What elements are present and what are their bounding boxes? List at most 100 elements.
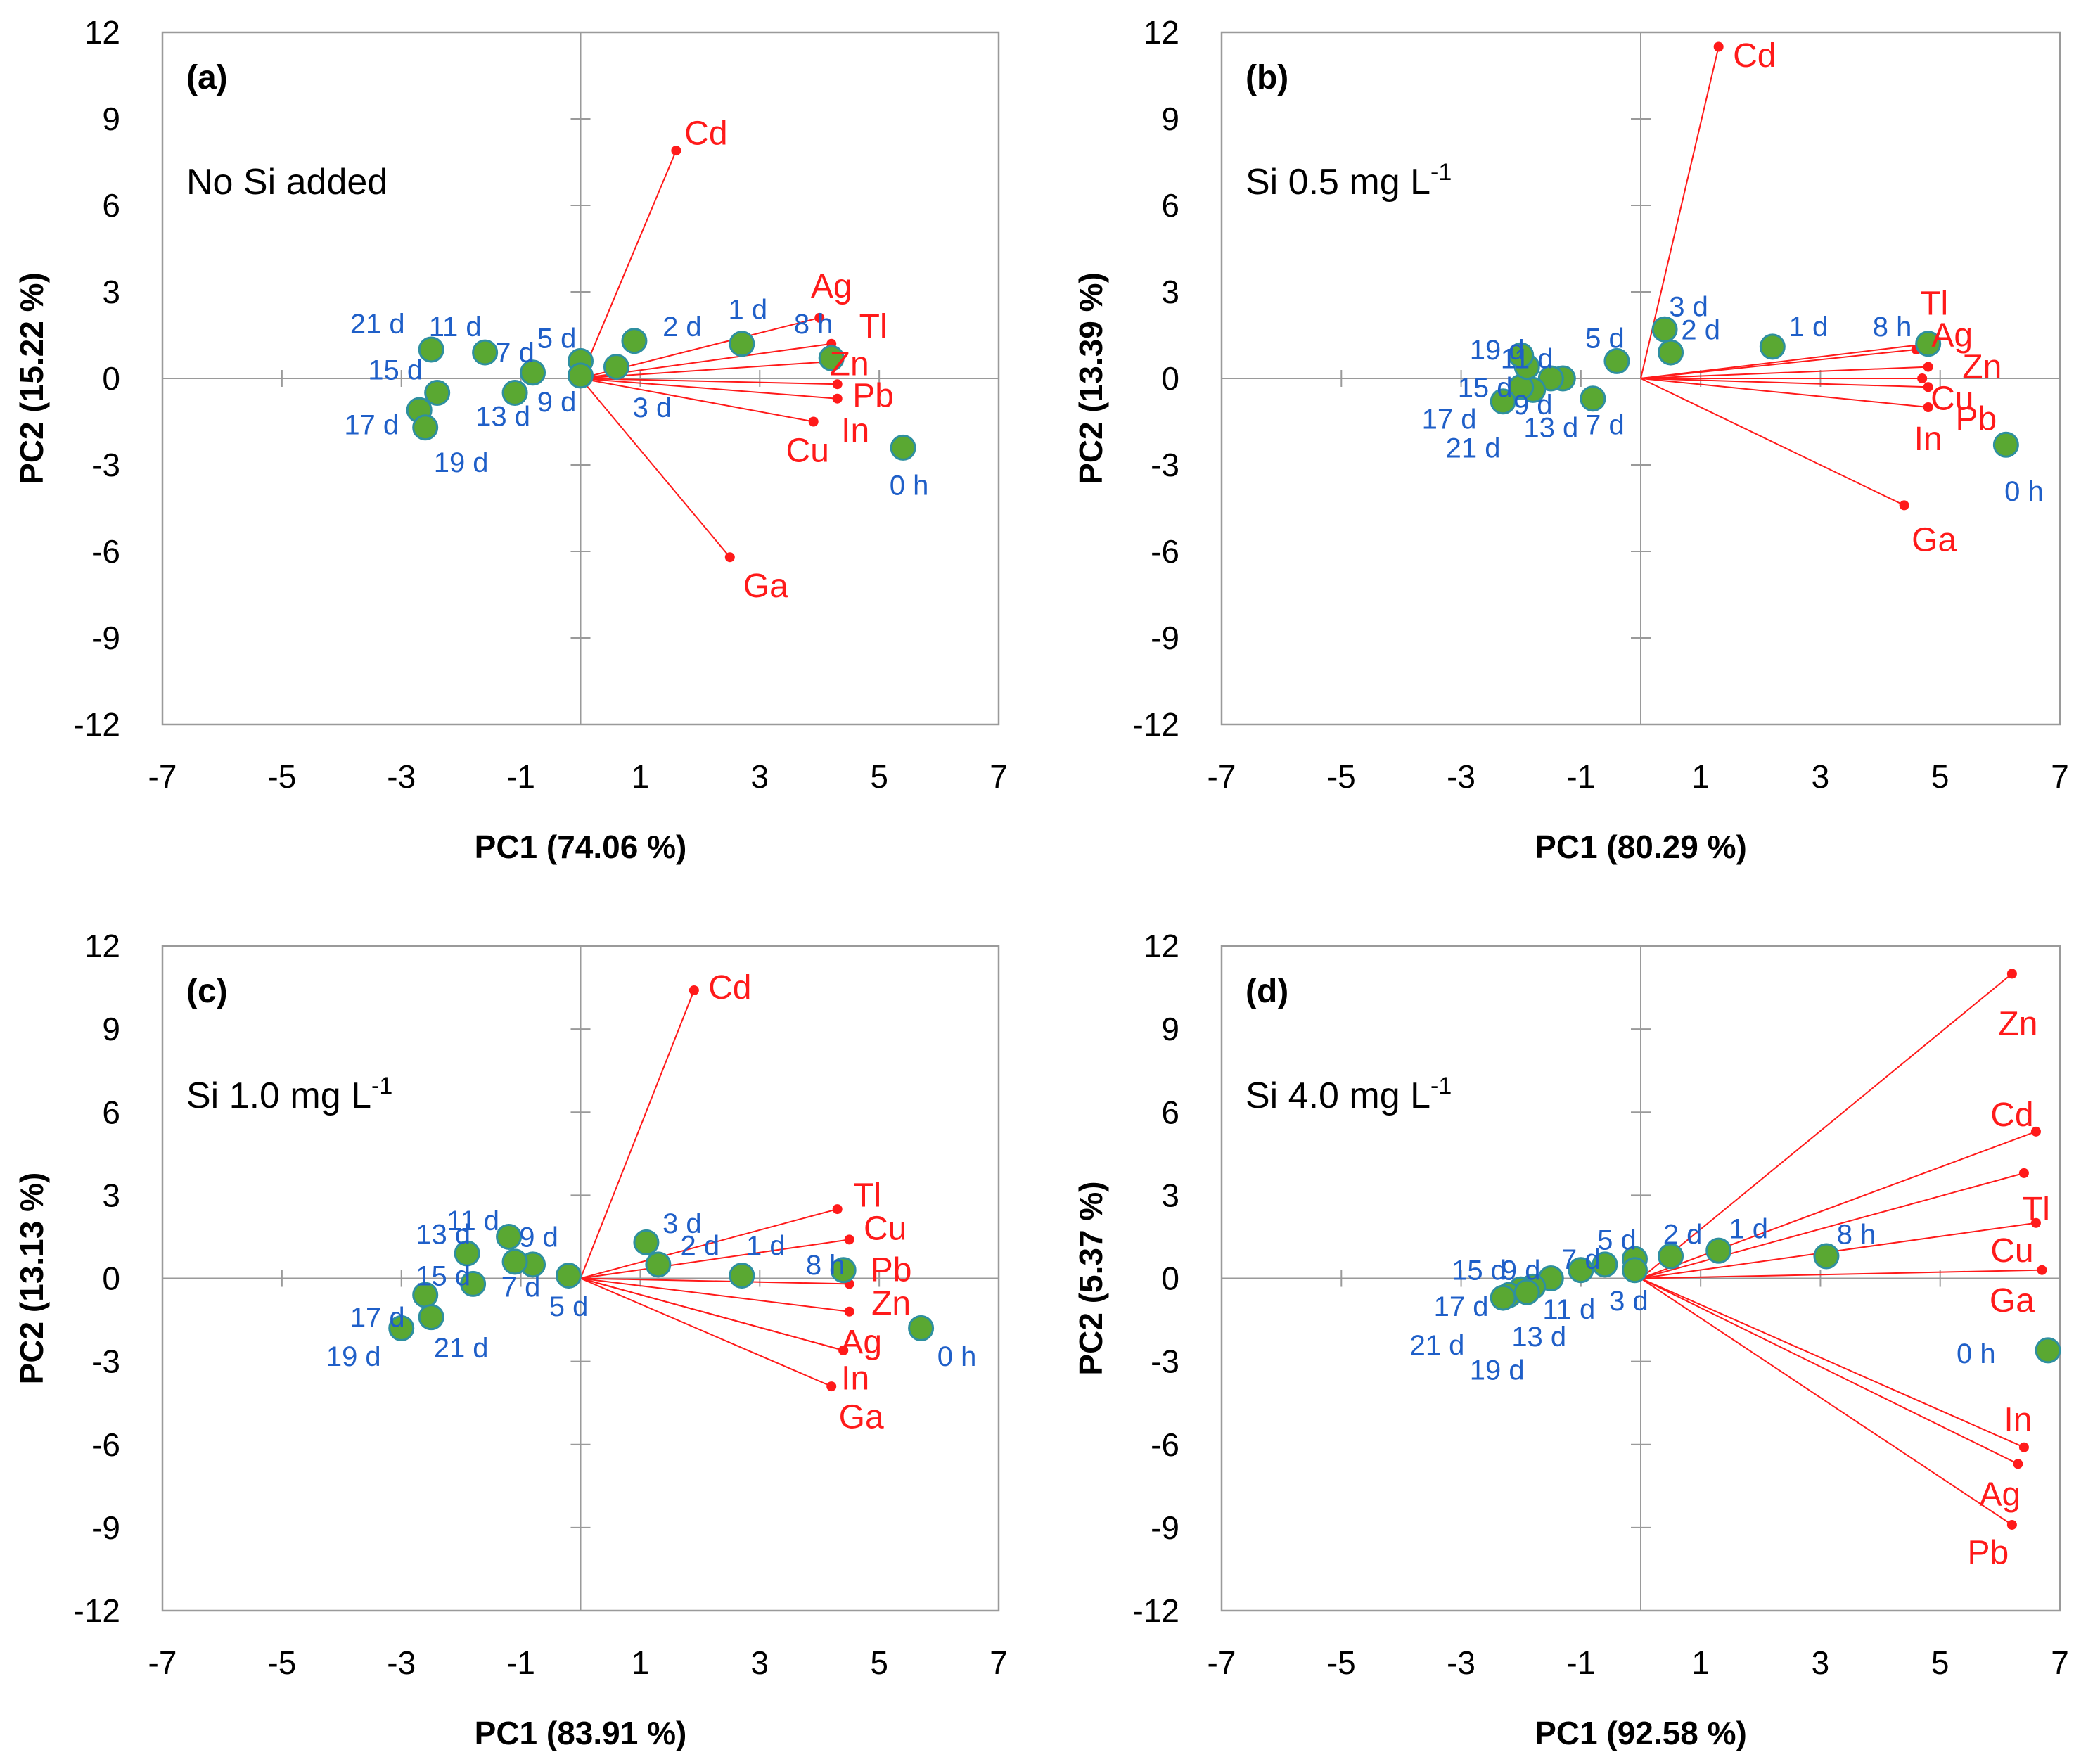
y-tick-label: -3 [1151,1343,1179,1380]
loading-label: Ga [839,1398,884,1436]
score-point [830,1257,857,1284]
condition-title: Si 4.0 mg L-1 [1246,1073,1452,1116]
y-tick-label: 6 [102,187,120,224]
x-tick-label: 3 [750,758,769,795]
y-tick-label: 3 [102,274,120,310]
score-label: 7 d [495,338,534,369]
score-label: 11 d [447,1206,499,1236]
score-label: 13 d [1523,413,1578,444]
score-label: 11 d [1542,1294,1595,1325]
score-point [818,345,845,371]
y-tick-label: 9 [1161,1011,1179,1047]
loading-label: In [841,1360,869,1397]
x-tick-label: 5 [870,1644,888,1681]
score-point [1651,316,1678,343]
score-point [1813,1243,1840,1270]
score-point [1621,1257,1648,1284]
loading-vector [580,990,695,1279]
y-tick-label: 9 [1161,101,1179,137]
loading-point [724,552,735,563]
score-point [418,1304,444,1331]
score-point [1992,431,2019,458]
score-label: 11 d [1501,343,1554,374]
score-label: 15 d [1458,372,1513,403]
loading-label: Tl [853,1177,881,1214]
loading-label: Zn [830,346,869,383]
score-label: 19 d [1470,1355,1525,1386]
score-point [1490,388,1516,415]
x-tick-label: -3 [1447,1644,1475,1681]
loading-label: In [841,412,869,449]
panel-tag: (a) [186,59,228,96]
y-tick-label: -9 [1151,1509,1179,1546]
loading-point [1923,402,1933,412]
loading-label: Cd [684,115,727,153]
y-tick-label: 6 [102,1094,120,1130]
score-label: 9 d [1513,390,1553,421]
score-label: 2 d [681,1230,720,1261]
loading-point [844,1306,854,1317]
loading-point [844,1234,854,1245]
x-tick-label: -5 [267,758,296,795]
score-point [1759,333,1786,360]
score-point [645,1251,672,1278]
score-point [556,1263,582,1289]
loading-point [689,985,699,995]
condition-title: Si 1.0 mg L-1 [186,1073,392,1116]
y-tick-label: -12 [1133,1592,1179,1629]
score-point [412,414,439,441]
y-tick-label: 0 [102,1260,120,1297]
loading-label: Ga [1912,522,1957,559]
loading-label: Cd [1733,37,1776,75]
score-point [1658,1243,1684,1270]
score-point [1603,347,1630,374]
y-tick-label: -3 [1151,447,1179,483]
score-point [1513,1279,1540,1305]
score-point [621,328,648,354]
score-point [729,1263,755,1289]
condition-title-text: Si 0.5 mg L [1246,162,1430,203]
x-tick-label: -1 [1566,758,1595,795]
loading-label: Pb [852,378,894,415]
score-label: 15 d [416,1261,470,1292]
condition-title-superscript: -1 [371,1073,392,1099]
score-point [520,359,546,386]
loading-label: Cu [864,1210,907,1248]
loading-vector [1640,1277,2013,1526]
y-tick-label: 0 [102,360,120,397]
loading-label: Tl [2022,1191,2050,1228]
score-point [496,1223,523,1250]
loading-label: Ag [840,1324,882,1361]
score-label: 21 d [1410,1330,1465,1361]
score-point [1915,331,1942,357]
biplot-panel: 12 9 6 3 0 -3 -6 -9 -12 -7 -5 -3 -1 1 3 5 7 PC1 (80.29 %)… [1073,14,2069,865]
y-tick-label: 0 [1161,1260,1179,1297]
condition-title-superscript: -1 [1430,1073,1452,1099]
y-tick-label: 12 [84,928,120,964]
loading-label: Cd [1990,1097,2033,1134]
y-tick-label: -9 [91,620,120,656]
score-label: 5 d [537,324,577,354]
x-tick-label: -5 [267,1644,296,1681]
score-label: 5 d [1585,324,1625,354]
loading-vector [580,1239,850,1279]
score-point [460,1270,487,1297]
score-label: 17 d [350,1303,405,1334]
loading-vector [580,378,838,400]
loading-point [1899,500,1909,511]
x-tick-label: 5 [1931,1644,1949,1681]
x-tick-label: -1 [506,1644,535,1681]
loading-label: Ag [811,268,852,305]
loading-label: Tl [859,308,888,345]
score-point [1705,1237,1732,1264]
y-tick-label: -6 [91,533,120,570]
score-label: 1 d [746,1230,786,1261]
score-point [388,1315,415,1341]
y-axis-title: PC2 (15.22 %) [13,272,50,485]
loading-point [838,1345,849,1355]
y-tick-label: 6 [1161,187,1179,224]
y-tick-label: -6 [1151,533,1179,570]
loading-vector [580,378,814,423]
score-label: 13 d [1511,1322,1566,1353]
loading-label: Ga [1990,1282,2035,1319]
